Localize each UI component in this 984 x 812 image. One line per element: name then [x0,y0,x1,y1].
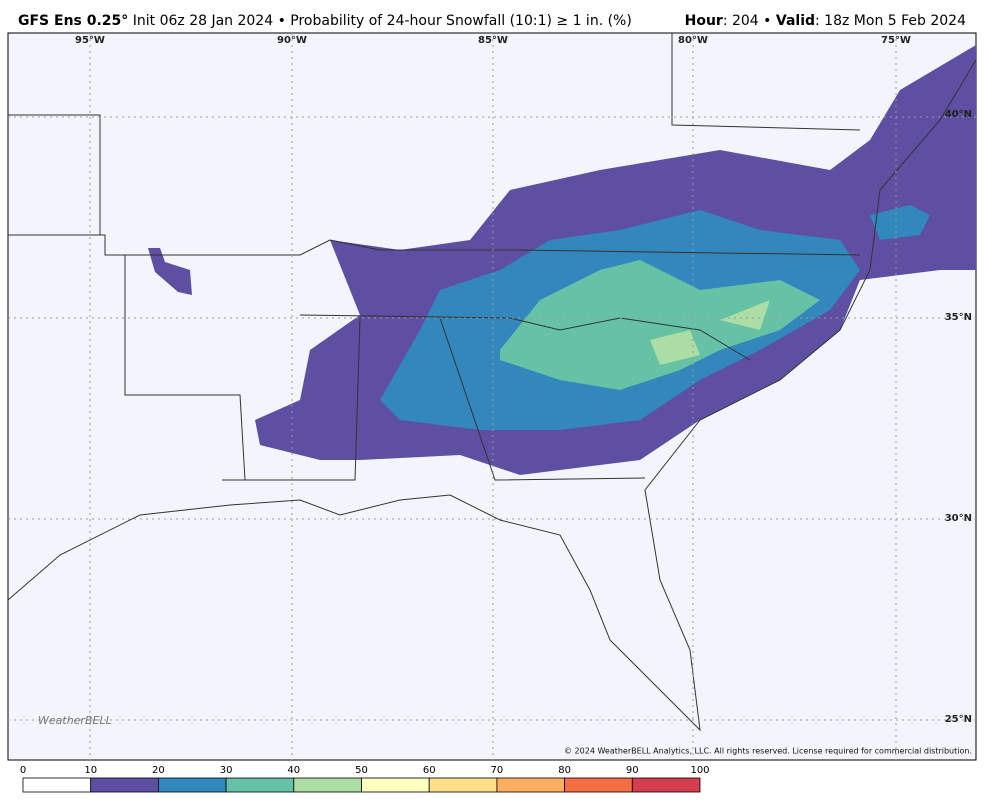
probability-area [650,330,700,365]
probability-area [870,205,930,240]
colorbar-tick-label: 0 [20,765,26,776]
probability-area [720,300,770,330]
colorbar-tick-label: 90 [626,765,639,776]
colorbar-segment [225,777,295,793]
coordinate-label: 90°W [277,35,307,46]
colorbar-segment [564,777,633,793]
colorbar-segment [631,777,701,793]
valid-value: : 18z Mon 5 Feb 2024 [815,13,966,29]
colorbar-tick-label: 40 [287,765,300,776]
probability-area [148,248,192,295]
colorbar-tick-label: 100 [690,765,709,776]
borders [7,33,977,732]
coordinate-label: 30°N [945,513,972,524]
colorbar-tick-label: 30 [220,765,233,776]
hour-label: Hour [685,13,723,29]
copyright: © 2024 WeatherBELL Analytics, LLC. All r… [564,747,972,756]
hour-value: : 204 • [723,13,776,29]
description: Init 06z 28 Jan 2024 • Probability of 24… [133,13,632,29]
coordinate-label: 35°N [945,312,972,323]
valid-info: Hour: 204 • Valid: 18z Mon 5 Feb 2024 [685,13,966,29]
colorbar-segment [428,777,498,793]
colorbar-segment [293,777,362,793]
graticule [8,33,976,760]
colorbar-segment [90,777,159,793]
colorbar-tick-label: 70 [491,765,504,776]
colorbar-tick-label: 50 [355,765,368,776]
colorbar-segment [157,777,227,793]
colorbar-segment [496,777,565,793]
colorbar-tick-label: 10 [84,765,97,776]
colorbar-tick-label: 20 [152,765,165,776]
coordinate-label: 80°W [678,35,708,46]
logo: WeatherBELL [38,714,112,727]
colorbar: 0 10 20 30 40 50 60 70 80 90 100 [20,765,710,793]
colorbar-segment [361,777,430,793]
valid-label: Valid [776,13,815,29]
snow-probability [148,45,976,475]
colorbar-tick-label: 60 [423,765,436,776]
coordinate-label: 40°N [945,109,972,120]
title: GFS Ens 0.25° Init 06z 28 Jan 2024 • Pro… [18,13,632,29]
coordinate-label: 75°W [881,35,911,46]
coordinate-label: 95°W [75,35,105,46]
probability-area [500,260,820,390]
colorbar-segment [22,777,92,793]
coordinate-label: 85°W [478,35,508,46]
coordinate-label: 25°N [945,714,972,725]
colorbar-tick-label: 80 [558,765,571,776]
model: GFS Ens 0.25° [18,13,128,29]
